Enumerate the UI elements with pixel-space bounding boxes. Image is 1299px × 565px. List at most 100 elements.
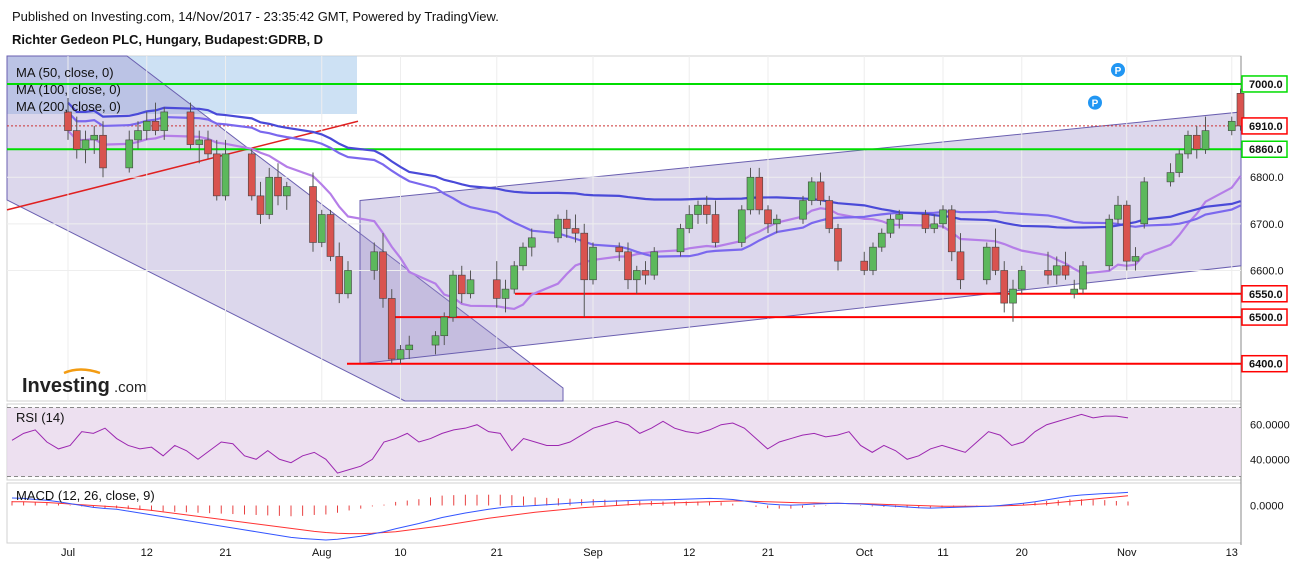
candle-body[interactable] [930, 223, 939, 229]
candle-body[interactable] [711, 214, 720, 243]
candle-body[interactable] [764, 209, 772, 225]
candle-body[interactable] [99, 134, 107, 169]
candle-body[interactable] [816, 181, 825, 201]
candle-body[interactable] [869, 246, 877, 271]
candle-body[interactable] [204, 139, 212, 155]
candle-body[interactable] [81, 139, 90, 150]
candle-body[interactable] [151, 120, 160, 131]
candle-body[interactable] [1009, 288, 1017, 304]
candle-body[interactable] [755, 176, 764, 211]
candle-body[interactable] [431, 335, 440, 346]
candle-body[interactable] [939, 209, 947, 225]
candle-body[interactable] [1201, 130, 1210, 150]
candle-body[interactable] [694, 204, 702, 215]
candle-body[interactable] [440, 316, 449, 337]
candle-body[interactable] [90, 134, 99, 141]
candle-body[interactable] [702, 204, 711, 215]
candle-body[interactable] [1044, 270, 1052, 276]
candle-body[interactable] [1052, 265, 1061, 276]
candle-body[interactable] [1122, 204, 1131, 262]
candle-body[interactable] [921, 214, 930, 229]
candle-body[interactable] [72, 130, 81, 150]
candle-body[interactable] [134, 130, 142, 141]
candle-body[interactable] [825, 200, 834, 229]
candle-body[interactable] [1166, 172, 1175, 183]
candle-body[interactable] [799, 200, 807, 220]
candle-body[interactable] [387, 298, 396, 360]
candle-body[interactable] [746, 176, 755, 211]
candle-body[interactable] [396, 349, 405, 360]
candle-body[interactable] [1140, 181, 1149, 225]
candle-body[interactable] [64, 111, 72, 131]
candle-body[interactable] [737, 209, 746, 243]
candle-body[interactable] [1192, 134, 1201, 150]
candle-body[interactable] [650, 251, 659, 276]
marker-p-icon[interactable] [1088, 95, 1102, 110]
candle-body[interactable] [212, 153, 221, 197]
candle-body[interactable] [834, 228, 842, 262]
candle-body[interactable] [1227, 120, 1236, 131]
candle-body[interactable] [519, 246, 527, 267]
candle-body[interactable] [580, 232, 589, 281]
candle-body[interactable] [457, 274, 466, 295]
candle-body[interactable] [344, 270, 352, 295]
candle-body[interactable] [589, 246, 597, 281]
candle-body[interactable] [492, 279, 501, 299]
candle-body[interactable] [449, 274, 457, 318]
candle-body[interactable] [571, 228, 580, 234]
candle-body[interactable] [860, 260, 869, 271]
candle-body[interactable] [256, 195, 265, 215]
candle-body[interactable] [1184, 134, 1192, 155]
candle-body[interactable] [125, 139, 134, 169]
candle-body[interactable] [685, 214, 694, 229]
candle-body[interactable] [274, 176, 282, 197]
candle-body[interactable] [562, 218, 571, 229]
candle-body[interactable] [947, 209, 956, 253]
candle-body[interactable] [1114, 204, 1122, 220]
candle-body[interactable] [405, 344, 414, 351]
candle-body[interactable] [527, 237, 536, 248]
candle-body[interactable] [1070, 288, 1079, 295]
candle-body[interactable] [1131, 256, 1140, 262]
candle-body[interactable] [510, 265, 519, 290]
candle-body[interactable] [186, 111, 195, 145]
candle-body[interactable] [895, 214, 904, 220]
candle-body[interactable] [1061, 265, 1070, 276]
candle-body[interactable] [615, 246, 624, 253]
candle-body[interactable] [160, 111, 169, 131]
candle-body[interactable] [195, 139, 204, 145]
candle-body[interactable] [1017, 270, 1026, 290]
candle-body[interactable] [1079, 265, 1087, 290]
candle-body[interactable] [1175, 153, 1184, 173]
candle-body[interactable] [886, 218, 895, 234]
candle-body[interactable] [466, 279, 475, 295]
candle-body[interactable] [317, 214, 326, 243]
candle-body[interactable] [982, 246, 991, 281]
candle-body[interactable] [142, 120, 151, 131]
candle-body[interactable] [624, 251, 632, 281]
candle-body[interactable] [641, 270, 650, 276]
candle-body[interactable] [772, 218, 781, 225]
candle-body[interactable] [370, 251, 379, 271]
candle-body[interactable] [247, 153, 256, 197]
candle-body[interactable] [1000, 270, 1009, 304]
candle-body[interactable] [1236, 92, 1245, 127]
candle-body[interactable] [676, 228, 685, 253]
candle-body[interactable] [379, 251, 387, 299]
candle-body[interactable] [501, 288, 510, 299]
marker-p-icon[interactable] [1111, 62, 1125, 77]
candle-body[interactable] [807, 181, 816, 201]
candle-body[interactable] [282, 186, 291, 197]
candle-body[interactable] [991, 246, 1000, 271]
candle-body[interactable] [554, 218, 562, 239]
candle-body[interactable] [632, 270, 641, 281]
candle-body[interactable] [335, 256, 344, 295]
candle-body[interactable] [221, 153, 230, 197]
candle-body[interactable] [309, 186, 317, 243]
candle-body[interactable] [1105, 218, 1114, 267]
candle-body[interactable] [877, 232, 886, 248]
candle-body[interactable] [956, 251, 965, 281]
candle-body[interactable] [326, 214, 335, 257]
candle-body[interactable] [265, 176, 274, 215]
